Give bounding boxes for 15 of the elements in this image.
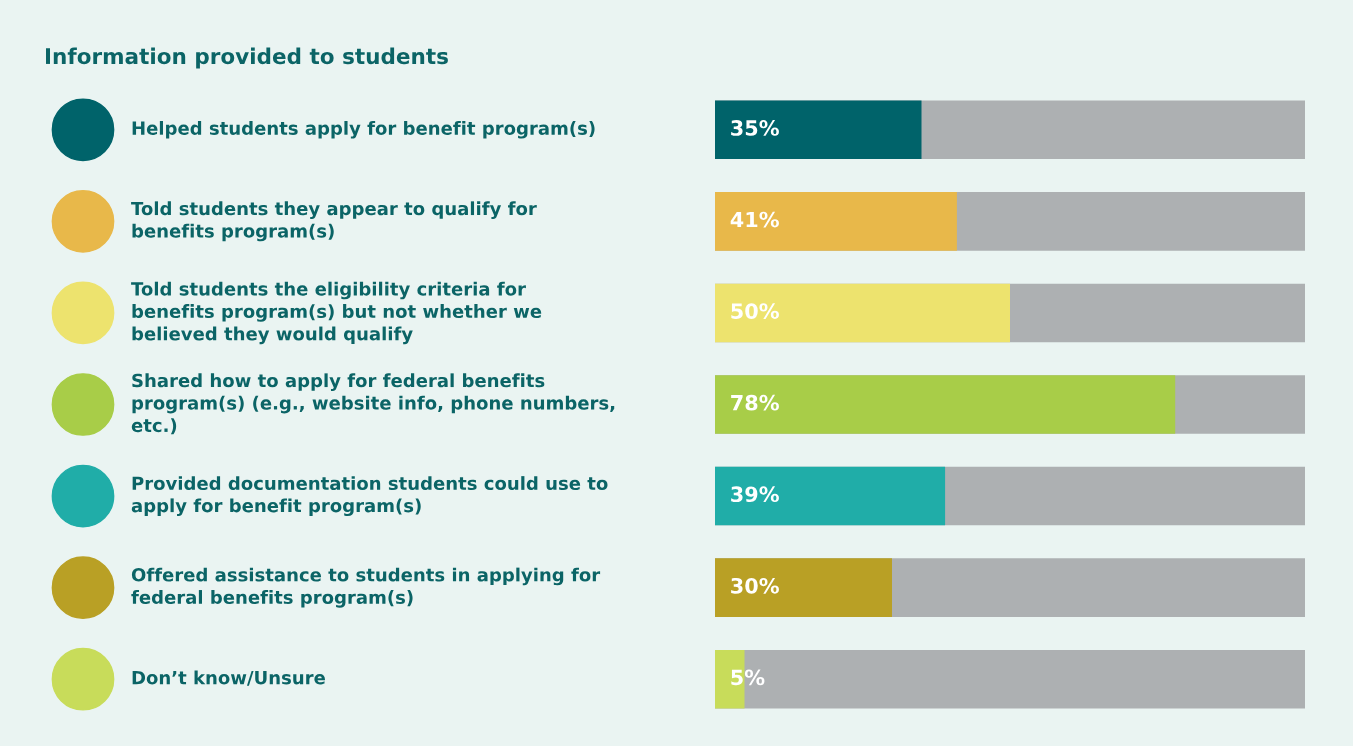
data-label: 41% xyxy=(730,211,779,228)
y-tick-label: Offered assistance to students in applying for federal benefits program(s) xyxy=(131,567,601,608)
y-tick-label: Provided documentation students could use to apply for benefit program(s) xyxy=(131,476,608,517)
data-label: 50% xyxy=(731,303,779,319)
data-label: 39% xyxy=(731,486,779,503)
y-tick-label: Shared how to apply for federal benefits program(s) (e.g., website info, phone numbers, etc.) xyxy=(131,373,615,435)
text: Information provided to students xyxy=(45,47,448,69)
data-label: 30% xyxy=(731,577,779,594)
y-tick-label: Helped students apply for benefit program(s) xyxy=(132,120,595,139)
y-tick-label: Don’t know/Unsure xyxy=(132,670,325,686)
bar xyxy=(715,558,892,617)
y-tick-label: Told students the eligibility criteria for benefits program(s) but not whether we believed they would qualify xyxy=(131,281,542,345)
y-tick-label: Told students they appear to qualify for benefits program(s) xyxy=(131,201,537,242)
data-label: 78% xyxy=(731,394,779,411)
data-label: 35% xyxy=(731,120,779,136)
